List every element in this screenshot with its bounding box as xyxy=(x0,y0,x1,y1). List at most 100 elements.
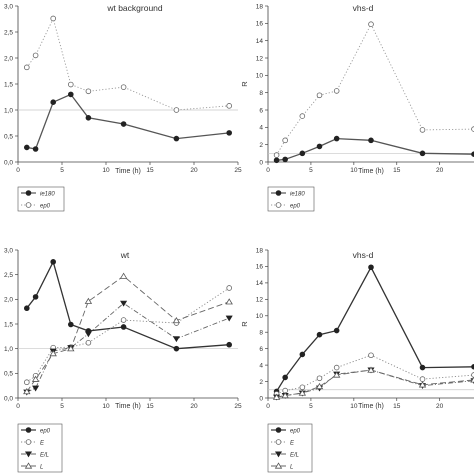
data-point-ep0 xyxy=(299,351,306,358)
y-tick-label: 0 xyxy=(259,395,263,402)
y-tick-label: 6 xyxy=(259,107,263,114)
y-tick-label: 6 xyxy=(259,346,263,353)
y-tick-label: 2,5 xyxy=(4,29,13,36)
legend-marker xyxy=(274,451,283,458)
series-line-E/L xyxy=(26,302,230,393)
x-axis-label: Time (h) xyxy=(358,403,384,410)
series-line-ep0 xyxy=(26,260,230,350)
data-point-E xyxy=(316,375,323,382)
x-axis-label: Time (h) xyxy=(115,168,141,175)
data-point-E xyxy=(23,379,30,386)
y-tick-label: 14 xyxy=(256,38,264,45)
y-tick-label: 16 xyxy=(256,21,264,28)
data-point-ie180 xyxy=(333,135,340,142)
y-tick-label: 8 xyxy=(259,90,263,97)
legend-marker xyxy=(275,427,282,433)
data-point-E/L xyxy=(32,385,40,392)
data-point-ep0 xyxy=(32,294,39,300)
data-point-E xyxy=(299,384,306,391)
x-tick-label: 5 xyxy=(309,403,313,410)
data-point-ep0 xyxy=(316,331,323,338)
y-tick-label: 12 xyxy=(256,55,264,62)
data-point-L xyxy=(298,389,307,396)
data-point-L xyxy=(332,371,341,378)
y-axis-label: R xyxy=(240,321,249,327)
data-point-ie180 xyxy=(471,151,474,157)
series-line-ie180 xyxy=(276,137,474,161)
legend-entry-label: E xyxy=(290,440,295,446)
data-point-ie180 xyxy=(50,99,56,105)
data-point-L xyxy=(315,382,324,390)
chart-panel-2: vhs-d 0 2 4 6 8 10 12 14 16 18 0 5 10 15 20 Time (h) Rie1… xyxy=(240,3,474,212)
y-tick-label: 4 xyxy=(259,125,263,132)
y-tick-label: 16 xyxy=(256,264,264,271)
y-tick-label: 1,5 xyxy=(4,81,13,88)
data-point-ep0 xyxy=(282,374,288,381)
legend-entry-label: ep0 xyxy=(40,203,51,209)
x-tick-label: 5 xyxy=(60,167,64,174)
series-line-ep0 xyxy=(276,265,474,392)
legend-box xyxy=(267,423,313,473)
data-point-ep0 xyxy=(68,321,74,328)
y-tick-label: 8 xyxy=(259,330,263,337)
data-point-ie180 xyxy=(316,143,323,150)
legend-entry-label: ep0 xyxy=(40,428,51,434)
data-point-ep0 xyxy=(32,52,39,59)
data-point-ep0 xyxy=(299,113,306,119)
y-tick-label: 12 xyxy=(256,297,264,304)
legend-entry-label: ie180 xyxy=(40,191,55,197)
y-tick-label: 1,5 xyxy=(4,321,13,328)
legend-entry-label: L xyxy=(290,464,293,470)
data-point-L xyxy=(281,391,289,399)
data-point-ie180 xyxy=(282,156,288,163)
data-point-ie180 xyxy=(68,91,74,98)
x-tick-label: 20 xyxy=(436,167,444,174)
y-tick-label: 1,0 xyxy=(4,346,13,353)
y-axis-label: R xyxy=(240,81,249,87)
data-point-L xyxy=(418,381,427,388)
data-point-L xyxy=(49,350,57,357)
y-tick-label: 3,0 xyxy=(4,3,13,10)
y-tick-label: 0 xyxy=(259,159,263,166)
data-point-L xyxy=(367,366,375,373)
data-point-E/L xyxy=(172,336,180,343)
data-point-ie180 xyxy=(226,130,233,136)
data-point-E xyxy=(333,364,340,371)
legend-marker xyxy=(25,202,32,208)
x-tick-label: 15 xyxy=(146,167,154,174)
legend-entry-label: ep0 xyxy=(290,428,301,434)
data-point-ep0 xyxy=(68,81,74,88)
y-tick-label: 18 xyxy=(256,3,264,10)
legend-entry-label: E/L xyxy=(40,452,49,458)
series-line-E xyxy=(26,287,230,383)
data-point-E/L xyxy=(84,331,92,338)
x-axis-label: Time (h) xyxy=(115,403,141,410)
x-tick-label: 25 xyxy=(234,167,242,174)
x-tick-label: 15 xyxy=(146,403,154,410)
x-tick-label: 20 xyxy=(436,403,444,410)
data-point-E xyxy=(120,317,127,323)
legend-marker xyxy=(25,439,32,445)
data-point-E xyxy=(226,285,233,291)
legend-marker xyxy=(25,190,32,196)
x-tick-label: 20 xyxy=(190,167,198,174)
y-tick-label: 2,5 xyxy=(4,272,13,279)
y-tick-label: 2 xyxy=(259,142,263,149)
data-point-E xyxy=(368,352,374,359)
data-point-L xyxy=(470,376,474,383)
chart-title: vhs-d xyxy=(353,250,374,260)
x-tick-label: 25 xyxy=(234,403,242,410)
legend-marker xyxy=(275,190,282,196)
data-point-ep0 xyxy=(173,345,180,352)
x-tick-label: 10 xyxy=(350,403,358,410)
data-point-ep0 xyxy=(282,137,288,144)
data-point-ep0 xyxy=(85,88,92,95)
data-point-ep0 xyxy=(120,84,127,90)
y-tick-label: 2,0 xyxy=(4,297,13,304)
data-point-ie180 xyxy=(85,115,92,121)
data-point-ie180 xyxy=(173,135,180,142)
data-point-ie180 xyxy=(299,150,306,157)
series-line-ep0 xyxy=(26,17,230,111)
data-point-E xyxy=(471,372,474,378)
series-line-L xyxy=(276,369,474,398)
